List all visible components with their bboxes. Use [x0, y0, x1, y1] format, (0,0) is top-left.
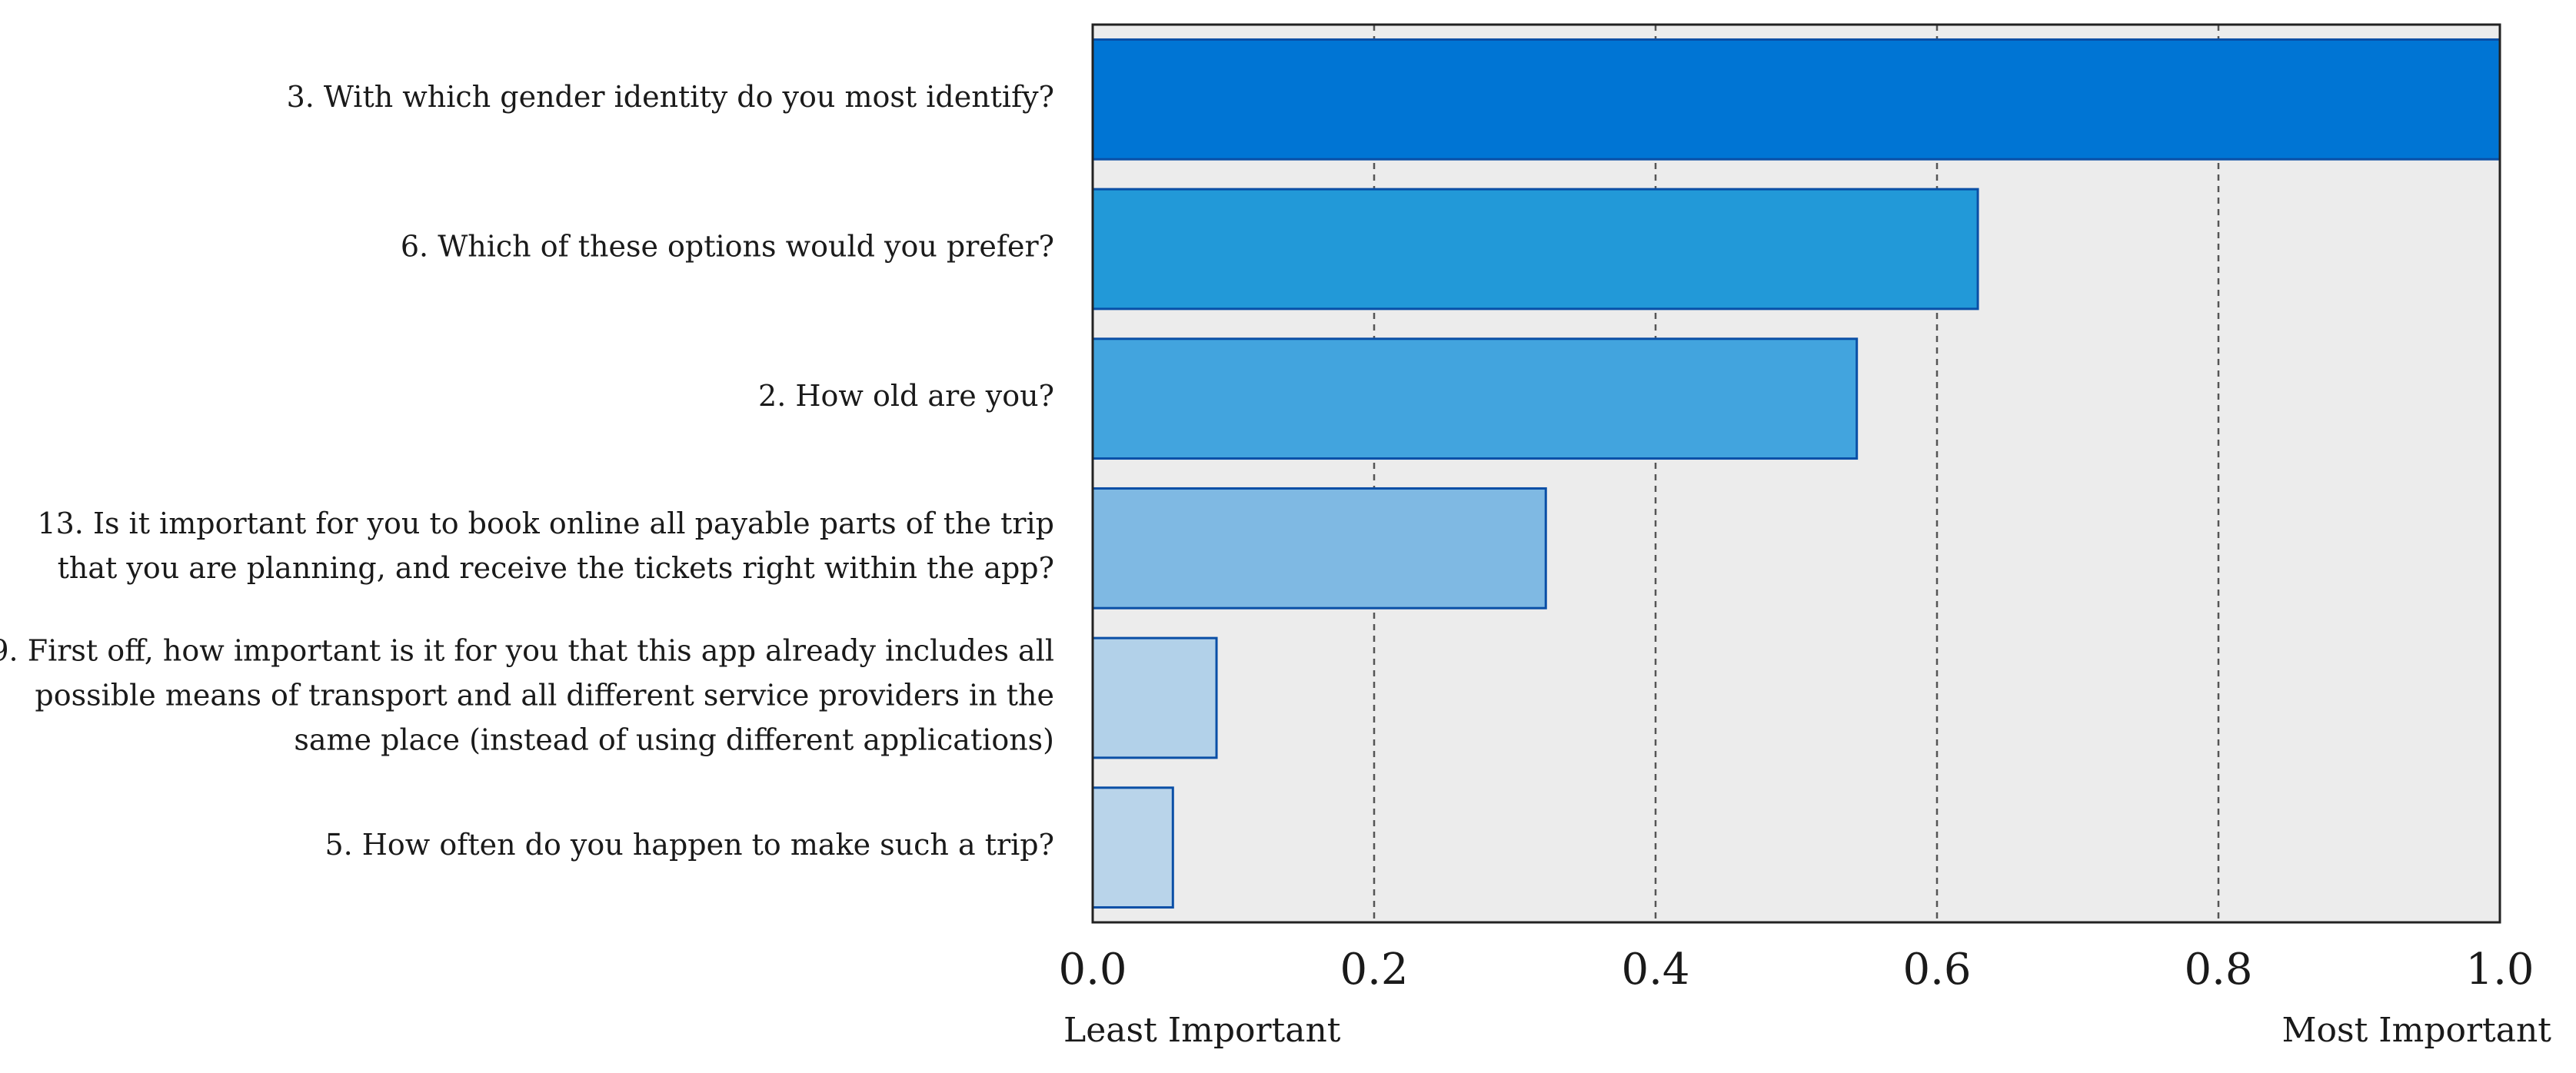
x-tick-label-0: 0.0: [1058, 945, 1127, 995]
most-important-label: Most Important: [2281, 1011, 2551, 1050]
least-important-label: Least Important: [1063, 1011, 1341, 1050]
bar-3: [1091, 487, 1547, 610]
category-label-0-line-0: 3. With which gender identity do you mos…: [287, 80, 1054, 114]
category-label-5-line-0: 5. How often do you happen to make such …: [324, 828, 1054, 862]
category-label-1-line-0: 6. Which of these options would you pref…: [401, 230, 1054, 264]
x-tick-labels: 0.0 0.2 0.4 0.6 0.8 1.0: [1058, 945, 2534, 995]
bar-2: [1091, 337, 1859, 460]
bars: [1091, 38, 2501, 909]
category-label-4-line-1: possible means of transport and all diff…: [35, 679, 1054, 713]
plot-frame: [1091, 23, 2501, 924]
category-label-4-line-2: same place (instead of using different a…: [294, 723, 1054, 757]
category-label-3-line-0: 13. Is it important for you to book onli…: [37, 507, 1054, 540]
x-tick-label-2: 0.4: [1621, 945, 1689, 995]
x-tick-label-1: 0.2: [1340, 945, 1408, 995]
bar-5: [1091, 786, 1174, 909]
bar-4: [1091, 636, 1218, 759]
bar-0: [1091, 38, 2501, 161]
x-tick-label-5: 1.0: [2465, 945, 2534, 995]
bar-1: [1091, 188, 1979, 311]
category-label-2-line-0: 2. How old are you?: [758, 379, 1054, 413]
x-tick-label-4: 0.8: [2184, 945, 2252, 995]
x-tick-label-3: 0.6: [1902, 945, 1971, 995]
category-label-3-line-1: that you are planning, and receive the t…: [58, 551, 1054, 585]
category-labels: 3. With which gender identity do you mos…: [0, 80, 1054, 862]
plot-background: [1093, 25, 2500, 922]
category-label-4-line-0: 9. First off, how important is it for yo…: [0, 634, 1054, 668]
plot-border: [1091, 23, 2501, 924]
